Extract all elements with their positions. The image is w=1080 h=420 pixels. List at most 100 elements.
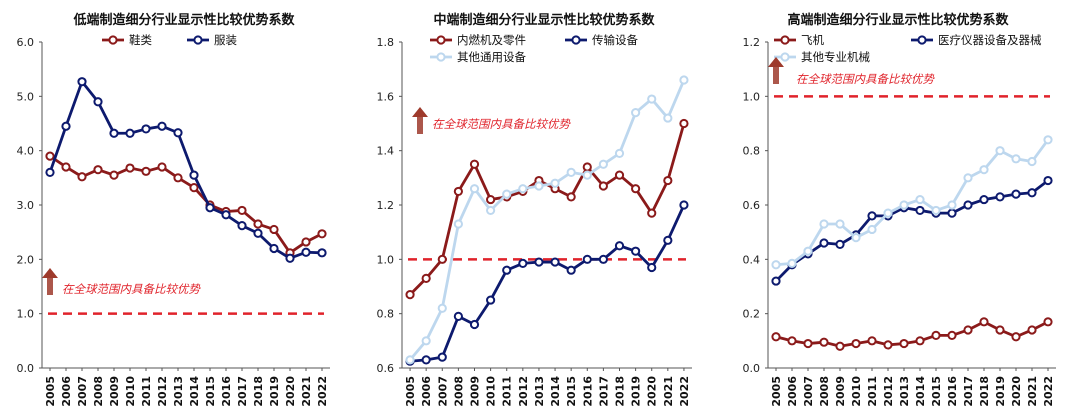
data-point (237, 221, 247, 231)
data-point (125, 128, 135, 138)
data-point (915, 194, 925, 205)
x-tick-label: 2014 (549, 376, 562, 407)
data-point (534, 181, 544, 191)
data-point (437, 254, 447, 264)
data-point (221, 210, 231, 220)
legend-marker (193, 35, 203, 45)
x-tick-label: 2005 (770, 376, 783, 407)
data-point (1043, 317, 1053, 327)
data-point (45, 151, 55, 161)
data-point (947, 200, 957, 210)
chart-panel-2: 中端制造细分行业显示性比较优势系数 0.6 0.8 1.0 1.2 1.4 1.6 1.8 20… (377, 12, 692, 407)
data-point (109, 170, 119, 180)
data-point (931, 205, 941, 216)
series-line-3 (775, 138, 1050, 267)
data-point (61, 162, 71, 172)
data-point (931, 330, 941, 340)
x-tick-label: 2022 (1042, 376, 1055, 407)
data-point (1027, 325, 1037, 335)
y-tick-label: 1.0 (17, 308, 35, 321)
data-point (486, 194, 496, 205)
x-tick-label: 2021 (662, 376, 675, 407)
y-tick-label: 0.0 (17, 362, 35, 375)
x-tick-label: 2016 (581, 376, 594, 407)
x-tick-label: 2017 (236, 376, 249, 407)
x-tick-label: 2018 (978, 376, 991, 407)
x-tick-label: 2018 (614, 376, 627, 407)
data-point (598, 254, 608, 264)
data-point (631, 246, 641, 256)
x-tick-label: 2020 (646, 376, 659, 407)
chart-panel-3: 高端制造细分行业显示性比较优势系数 0.0 0.2 0.4 0.6 0.8 1.0 1.2 20… (743, 12, 1056, 407)
legend-label: 服装 (214, 33, 237, 47)
annotation-arrow-shaft (47, 277, 53, 295)
x-tick-label: 2020 (1010, 376, 1023, 407)
annotation-arrow-head (42, 268, 58, 278)
data-point (947, 330, 957, 340)
data-point (405, 290, 415, 300)
x-tick-label: 2020 (284, 376, 297, 407)
data-point (253, 228, 263, 238)
chart-title: 中端制造细分行业显示性比较优势系数 (433, 12, 655, 28)
chart-title: 低端制造细分行业显示性比较优势系数 (72, 12, 295, 28)
x-tick-label: 2010 (850, 376, 863, 407)
data-point (771, 260, 781, 270)
data-point (582, 254, 592, 264)
legend-label: 其他专业机械 (801, 50, 870, 64)
data-point (867, 336, 877, 346)
data-point (550, 178, 560, 188)
data-point (663, 235, 673, 245)
y-tick-label: 0.0 (743, 362, 761, 375)
x-tick-label: 2006 (420, 376, 433, 407)
x-tick-label: 2019 (268, 376, 281, 407)
y-tick-label: 1.0 (743, 90, 761, 103)
x-tick-label: 2009 (834, 376, 847, 407)
series-line-2 (775, 179, 1049, 283)
x-tick-label: 2016 (946, 376, 959, 407)
data-point (405, 355, 415, 365)
data-point (787, 258, 797, 269)
data-point (598, 159, 608, 169)
data-point (109, 128, 119, 138)
data-point (835, 219, 845, 229)
legend-marker (571, 35, 581, 45)
data-point (486, 295, 496, 305)
x-tick-label: 2009 (108, 376, 121, 407)
y-tick-label: 4.0 (17, 145, 35, 158)
x-tick-label: 2006 (60, 376, 73, 407)
data-point (631, 108, 641, 118)
data-point (1011, 332, 1021, 342)
annotation-text: 在全球范围内具备比较优势 (432, 117, 571, 131)
data-point (614, 241, 625, 251)
data-point (819, 238, 829, 248)
data-point (1027, 156, 1037, 167)
x-tick-label: 2022 (316, 376, 329, 407)
y-tick-label: 0.8 (743, 145, 761, 158)
data-point (963, 173, 973, 183)
data-point (237, 205, 247, 216)
data-point (582, 170, 592, 180)
data-point (317, 229, 327, 239)
x-tick-label: 2017 (597, 376, 610, 407)
data-point (867, 224, 877, 235)
y-tick-label: 0.2 (743, 308, 761, 321)
x-tick-label: 2013 (533, 376, 546, 407)
data-point (679, 118, 689, 129)
data-point (851, 233, 861, 243)
chart-panel-1: 低端制造细分行业显示性比较优势系数 0.0 1.0 2.0 3.0 4.0 5.0 6.0 20… (17, 12, 330, 407)
legend-label: 鞋类 (129, 33, 152, 47)
x-tick-label: 2012 (882, 376, 895, 407)
data-point (453, 219, 463, 229)
legend-marker (780, 52, 790, 62)
data-point (566, 265, 576, 275)
data-point (1011, 189, 1021, 199)
x-tick-label: 2012 (517, 376, 530, 407)
data-point (963, 200, 973, 210)
data-point (883, 208, 893, 218)
data-point (285, 253, 295, 263)
data-point (61, 121, 71, 131)
x-tick-label: 2005 (404, 376, 417, 407)
data-point (469, 184, 480, 194)
data-point (647, 208, 657, 218)
